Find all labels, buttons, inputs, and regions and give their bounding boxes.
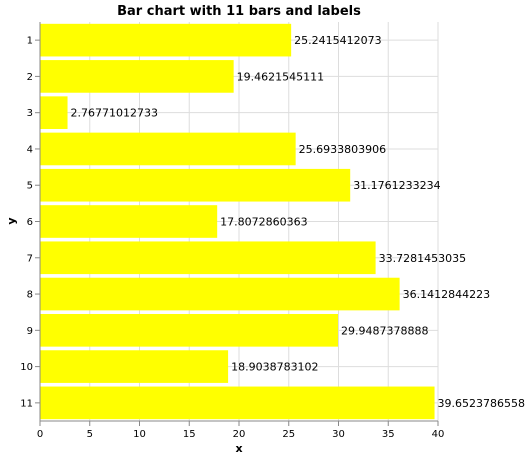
bars [40, 23, 435, 420]
bar-value-label: 29.9487378888 [341, 324, 428, 337]
bar [40, 350, 229, 383]
bar [40, 313, 338, 347]
y-tick-label: 2 [27, 72, 33, 83]
bar [40, 60, 234, 93]
y-tick-label: 9 [27, 326, 33, 337]
bar-value-label: 17.8072860363 [220, 216, 307, 229]
bar [40, 132, 296, 166]
bar-value-label: 39.6523786558 [438, 397, 525, 410]
bar [40, 168, 351, 202]
x-tick-label: 10 [133, 429, 146, 440]
bar-value-label: 19.4621545111 [237, 70, 324, 83]
y-tick-label: 3 [27, 108, 33, 119]
bar-value-label: 2.76771012733 [71, 107, 158, 120]
x-axis-title: x [235, 442, 242, 455]
x-tick-label: 0 [37, 429, 43, 440]
bar-value-label: 33.7281453035 [379, 252, 466, 265]
bar [40, 386, 435, 420]
y-tick-label: 10 [20, 362, 33, 373]
x-tick-label: 30 [332, 429, 345, 440]
y-tick-label: 1 [27, 36, 33, 47]
bar [40, 23, 292, 57]
y-tick-label: 8 [27, 290, 33, 301]
bar-value-label: 18.9038783102 [231, 361, 318, 374]
x-tick-label: 5 [87, 429, 93, 440]
bar [40, 205, 218, 238]
y-tick-label: 5 [27, 181, 33, 192]
bar-value-label: 25.6933803906 [299, 143, 386, 156]
y-tick-label: 6 [27, 217, 33, 228]
bar-value-label: 25.2415412073 [294, 34, 381, 47]
y-tick-label: 11 [20, 398, 33, 409]
chart-title: Bar chart with 11 bars and labels [117, 4, 361, 19]
x-tick-label: 20 [233, 429, 246, 440]
y-tick-label: 4 [27, 144, 33, 155]
y-axis-title: y [5, 217, 18, 224]
bar-value-label: 31.1761233234 [353, 179, 440, 192]
data-labels: 25.2415412073 19.4621545111 2.76771012733 2… [71, 34, 525, 410]
bar [40, 96, 68, 130]
bar [40, 241, 376, 275]
bar-value-label: 36.1412844223 [403, 288, 490, 301]
x-tick-label: 15 [183, 429, 196, 440]
x-tick-label: 40 [432, 429, 445, 440]
axes: 0 5 10 15 20 25 30 35 40 1 2 3 4 5 6 7 8 9 10 11 [20, 22, 444, 440]
bar [40, 277, 400, 311]
x-tick-label: 35 [382, 429, 395, 440]
x-tick-label: 25 [282, 429, 295, 440]
y-tick-label: 7 [27, 253, 33, 264]
